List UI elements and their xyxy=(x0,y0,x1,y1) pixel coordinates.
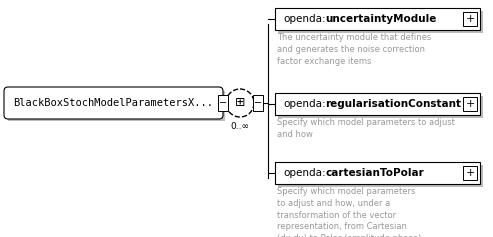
FancyBboxPatch shape xyxy=(4,87,223,119)
Circle shape xyxy=(226,89,254,117)
Bar xyxy=(218,95,228,111)
Text: 0..∞: 0..∞ xyxy=(231,122,249,131)
Text: cartesianToPolar: cartesianToPolar xyxy=(325,168,424,178)
Text: −: − xyxy=(219,98,227,108)
Bar xyxy=(463,166,477,180)
Text: +: + xyxy=(465,14,475,24)
Text: Specify which model parameters to adjust
and how: Specify which model parameters to adjust… xyxy=(277,118,455,139)
Bar xyxy=(253,95,263,111)
Text: The uncertainty module that defines
and generates the noise correction
factor ex: The uncertainty module that defines and … xyxy=(277,33,431,66)
Bar xyxy=(278,165,483,187)
Text: ⊞: ⊞ xyxy=(235,96,245,109)
Bar xyxy=(463,12,477,26)
Bar xyxy=(275,8,480,30)
Text: openda:: openda: xyxy=(283,14,325,24)
Text: −: − xyxy=(254,98,262,108)
Text: openda:: openda: xyxy=(283,99,325,109)
Text: regularisationConstant: regularisationConstant xyxy=(325,99,461,109)
Bar xyxy=(278,96,483,118)
Text: openda:: openda: xyxy=(283,168,325,178)
Text: +: + xyxy=(465,99,475,109)
Text: BlackBoxStochModelParametersX...: BlackBoxStochModelParametersX... xyxy=(13,98,213,108)
Bar xyxy=(275,162,480,184)
Bar xyxy=(275,93,480,115)
Text: Specify which model parameters
to adjust and how, under a
transformation of the : Specify which model parameters to adjust… xyxy=(277,187,422,237)
Bar xyxy=(463,97,477,111)
Bar xyxy=(278,11,483,33)
Text: +: + xyxy=(465,168,475,178)
Bar xyxy=(8,91,225,121)
Text: uncertaintyModule: uncertaintyModule xyxy=(325,14,437,24)
